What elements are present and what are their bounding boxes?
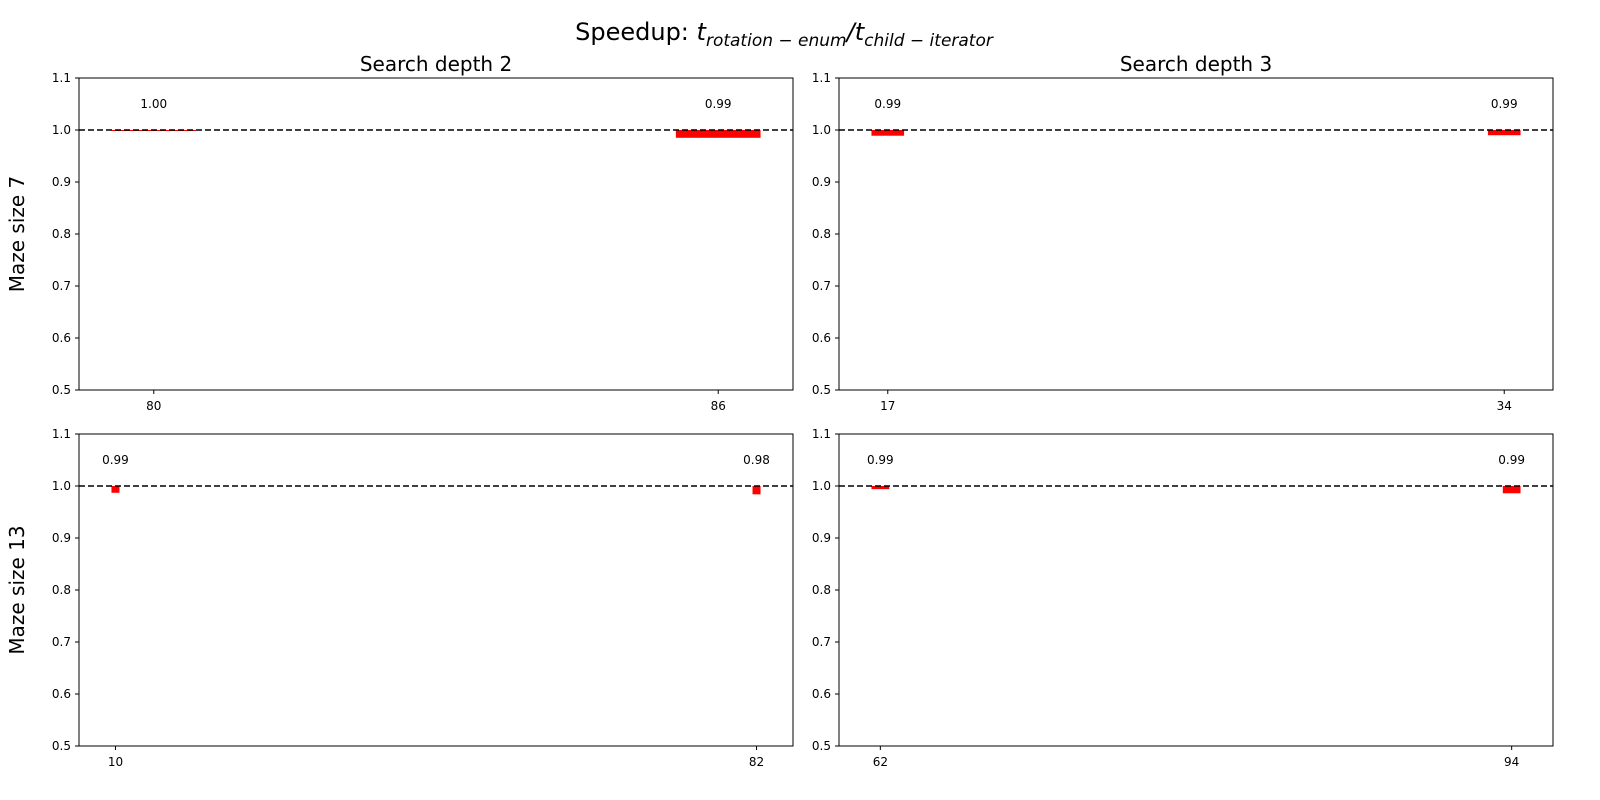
title-denominator-sub: child − iterator: [864, 31, 994, 51]
figure-title: Speedup: trotation − enum/tchild − itera…: [575, 18, 994, 51]
y-tick-label: 1.0: [812, 123, 831, 137]
y-tick-label: 1.0: [52, 123, 71, 137]
value-label: 0.99: [1498, 453, 1525, 467]
y-tick-label: 0.5: [52, 739, 71, 753]
y-tick-label: 0.9: [812, 175, 831, 189]
bar: [1487, 130, 1521, 136]
y-tick-label: 0.6: [812, 331, 831, 345]
x-tick-label: 62: [873, 755, 888, 769]
x-tick-label: 34: [1497, 399, 1512, 413]
value-label: 0.99: [1491, 97, 1518, 111]
title-denominator: t: [855, 18, 866, 46]
y-tick-label: 0.9: [52, 175, 71, 189]
bar: [871, 130, 905, 136]
axes-frame: [838, 433, 1554, 747]
title-separator: /: [845, 18, 858, 46]
row-label: Maze size 13: [5, 525, 29, 654]
x-tick-label: 86: [711, 399, 726, 413]
y-tick-label: 0.9: [52, 531, 71, 545]
y-tick-label: 1.1: [812, 71, 831, 85]
x-tick-label: 82: [749, 755, 764, 769]
x-tick-label: 10: [108, 755, 123, 769]
y-tick-label: 0.6: [812, 687, 831, 701]
bar: [675, 130, 761, 138]
x-tick-label: 80: [146, 399, 161, 413]
y-tick-label: 0.5: [812, 739, 831, 753]
subplot-title: Search depth 3: [1120, 52, 1272, 76]
bar: [752, 486, 761, 495]
x-tick-label: 17: [880, 399, 895, 413]
title-numerator-sub: rotation − enum: [706, 31, 847, 51]
bar: [111, 486, 120, 493]
bar: [1502, 486, 1521, 494]
y-tick-label: 0.7: [52, 279, 71, 293]
y-tick-label: 0.7: [812, 635, 831, 649]
y-tick-label: 0.8: [812, 227, 831, 241]
y-tick-label: 0.5: [812, 383, 831, 397]
x-tick-label: 94: [1504, 755, 1519, 769]
value-label: 0.98: [743, 453, 770, 467]
axes-frame: [78, 77, 794, 391]
y-tick-label: 0.7: [52, 635, 71, 649]
y-tick-label: 1.1: [52, 427, 71, 441]
y-tick-label: 0.8: [52, 583, 71, 597]
y-tick-label: 0.9: [812, 531, 831, 545]
y-tick-label: 0.6: [52, 331, 71, 345]
y-tick-label: 0.6: [52, 687, 71, 701]
value-label: 0.99: [705, 97, 732, 111]
y-tick-label: 1.0: [812, 479, 831, 493]
value-label: 0.99: [867, 453, 894, 467]
value-label: 0.99: [102, 453, 129, 467]
y-tick-label: 1.0: [52, 479, 71, 493]
title-text: Speedup:: [575, 18, 696, 46]
y-tick-label: 0.7: [812, 279, 831, 293]
subplot-title: Search depth 2: [360, 52, 512, 76]
y-tick-label: 0.8: [52, 227, 71, 241]
value-label: 1.00: [140, 97, 167, 111]
axes-frame: [838, 77, 1554, 391]
title-numerator: t: [697, 18, 708, 46]
y-tick-label: 0.8: [812, 583, 831, 597]
bar: [871, 486, 890, 490]
y-tick-label: 1.1: [812, 427, 831, 441]
value-label: 0.99: [874, 97, 901, 111]
row-label: Maze size 7: [5, 176, 29, 293]
y-tick-label: 0.5: [52, 383, 71, 397]
y-tick-label: 1.1: [52, 71, 71, 85]
axes-frame: [78, 433, 794, 747]
